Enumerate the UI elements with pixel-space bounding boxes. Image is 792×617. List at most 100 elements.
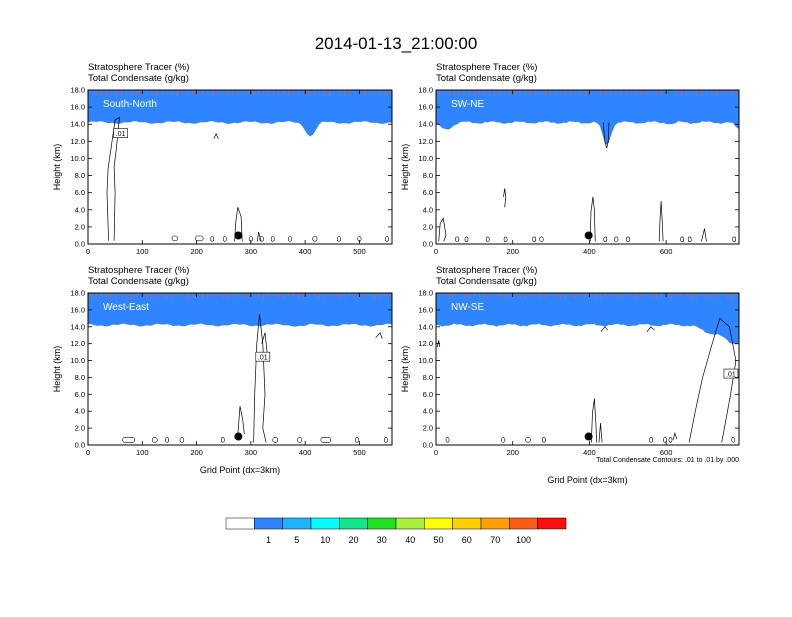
contour-label: .01: [726, 372, 736, 379]
x-tick-label: 400: [299, 448, 312, 457]
tracer-streak: [303, 293, 305, 299]
tracer-streak: [278, 293, 280, 298]
tracer-streak: [524, 90, 526, 95]
tracer-streak: [293, 90, 295, 95]
tracer-streak: [635, 90, 637, 94]
tracer-streak: [338, 293, 340, 299]
contour-label-box: [255, 351, 271, 362]
tracer-streak: [590, 90, 592, 95]
location-marker: [584, 231, 593, 240]
y-tick-label: 12.0: [70, 137, 85, 146]
tracer-streak: [458, 293, 460, 297]
condensate-blob: [626, 236, 630, 242]
tracer-streak: [473, 90, 476, 96]
tracer-streak: [262, 293, 264, 299]
y-tick-label: 14.0: [70, 322, 85, 331]
tracer-streak: [283, 90, 285, 94]
tracer-streak: [711, 293, 713, 299]
tracer-streak: [468, 90, 470, 96]
tracer-streak: [288, 90, 290, 96]
tracer-streak: [181, 90, 183, 94]
tracer-streak: [257, 90, 259, 94]
colorbar-label: 10: [320, 535, 330, 545]
tracer-streak: [706, 293, 708, 298]
tracer-streak: [389, 293, 391, 297]
x-tick-label: 500: [353, 247, 366, 256]
tracer-streak: [645, 90, 647, 96]
x-tick-label: 0: [86, 448, 90, 457]
tracer-streak: [630, 90, 632, 94]
y-tick-label: 8.0: [423, 171, 433, 180]
condensate-blob: [384, 437, 388, 443]
condensate-contour: [688, 317, 737, 443]
y-tick-label: 12.0: [70, 339, 85, 348]
tracer-streak: [519, 293, 521, 299]
tracer-streak: [120, 90, 123, 96]
condensate-blob: [464, 236, 469, 242]
y-tick-label: 2.0: [423, 424, 433, 433]
tracer-streak: [374, 293, 376, 299]
tracer-streak: [191, 90, 194, 96]
tracer-streak: [318, 293, 320, 299]
tracer-streak: [438, 90, 440, 96]
x-tick-label: 500: [353, 448, 366, 457]
colorbar-swatch: [395, 517, 425, 530]
tracer-streak: [478, 293, 481, 297]
y-tick-label: 4.0: [75, 407, 85, 416]
plot-frame: [87, 89, 393, 245]
tracer-streak: [519, 90, 521, 93]
tracer-streak: [237, 293, 239, 297]
condensate-blob: [355, 437, 359, 443]
condensate-blob: [270, 236, 275, 242]
tracer-streak: [574, 293, 577, 298]
tracer-streak: [670, 293, 672, 299]
condensate-blob: [542, 437, 546, 443]
condensate-contour: [213, 132, 219, 139]
tracer-streak: [610, 90, 612, 95]
tracer-streak: [384, 293, 386, 296]
tracer-streak: [494, 90, 496, 96]
tracer-streak: [554, 90, 556, 94]
condensate-contour: [658, 201, 664, 242]
tracer-streak: [252, 293, 254, 296]
tracer-streak: [90, 293, 92, 299]
tracer-streak: [161, 293, 163, 297]
tracer-streak: [484, 293, 486, 299]
tracer-streak: [696, 293, 698, 298]
tracer-streak: [374, 90, 376, 92]
condensate-blob: [732, 236, 737, 242]
tracer-streak: [313, 90, 315, 95]
tracer-streak: [468, 293, 470, 299]
tracer-streak: [721, 293, 723, 296]
tracer-streak: [166, 90, 168, 92]
tracer-streak: [232, 293, 234, 297]
tracer-streak: [509, 293, 511, 298]
tracer-streak: [120, 293, 123, 296]
tracer-streak: [146, 90, 148, 93]
y-tick-label: 0.0: [423, 441, 433, 450]
condensate-blob: [614, 236, 619, 242]
colorbar-swatch: [537, 517, 567, 530]
y-tick-label: 0.0: [75, 240, 85, 249]
tracer-streak: [640, 293, 642, 298]
panel-header-tracer: Stratosphere Tracer (%): [436, 62, 537, 73]
condensate-contour: [234, 207, 243, 242]
tracer-layer-10: [436, 293, 739, 345]
tracer-streak: [716, 293, 718, 298]
condensate-contour: [237, 406, 245, 435]
tracer-streak: [549, 90, 551, 96]
tracer-streak: [595, 293, 597, 299]
tracer-streak: [625, 90, 627, 96]
tracer-streak: [308, 293, 310, 297]
tracer-streak: [354, 90, 356, 93]
x-tick-label: 300: [245, 247, 258, 256]
y-tick-label: 12.0: [418, 339, 433, 348]
tracer-streak: [660, 90, 662, 96]
tracer-streak: [262, 90, 264, 94]
tracer-streak: [232, 90, 234, 96]
tracer-streak: [499, 90, 501, 94]
tracer-streak: [303, 90, 305, 95]
y-tick-label: 18.0: [418, 289, 433, 298]
panel-header-tracer: Stratosphere Tracer (%): [88, 265, 189, 276]
